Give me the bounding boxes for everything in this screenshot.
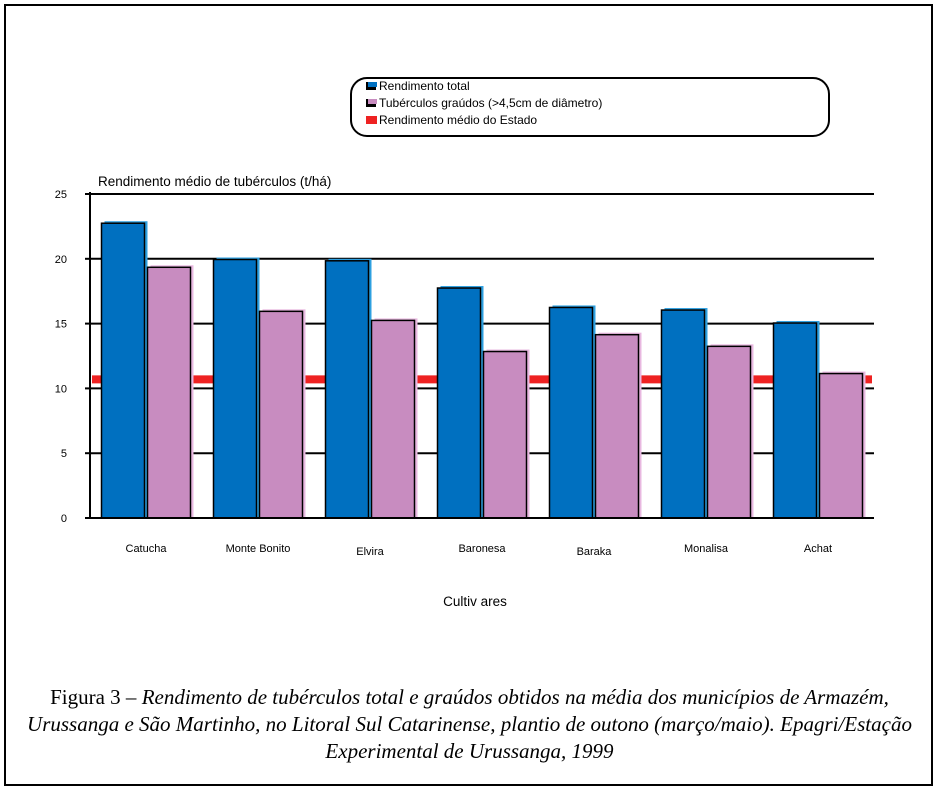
bar-chart: Rendimento total Tubérculos graúdos (>4,5… [55,77,874,609]
category-label-1: Monte Bonito [226,543,291,555]
category-label-4: Baraka [577,546,613,558]
figure-caption: Figura 3 – Rendimento de tubérculos tota… [6,684,933,765]
legend-label-0: Rendimento total [379,79,470,93]
labels: 0 5 10 15 20 25 Catucha Monte Bonito Elvira Baron… [55,174,832,609]
bar-large-4 [594,333,640,519]
y-axis-title: Rendimento médio de tubérculos (t/há) [98,174,331,189]
category-label-3: Baronesa [458,543,506,555]
category-label-0: Catucha [126,543,168,555]
caption-label: Figura 3 – [50,685,142,709]
bar-large-1 [258,310,304,519]
bar-total-3 [436,287,482,519]
y-tick-label-15: 15 [55,319,67,331]
axes [85,192,874,519]
y-tick-label-25: 25 [55,189,67,201]
category-label-2: Elvira [356,546,384,558]
legend: Rendimento total Tubérculos graúdos (>4,5… [350,77,830,137]
legend-swatch-1 [368,99,377,104]
legend-swatch-2 [366,116,377,124]
bar-total-2 [324,260,370,519]
bar-large-0 [146,266,192,519]
category-label-6: Achat [804,543,832,555]
bar-total-4 [548,306,594,519]
legend-label-2: Rendimento médio do Estado [379,113,537,127]
bar-large-3 [482,350,528,519]
legend-box [350,77,830,137]
y-tick-label-5: 5 [61,448,67,460]
category-label-5: Monalisa [684,543,729,555]
bar-large-6 [818,372,864,519]
legend-label-1: Tubérculos graúdos (>4,5cm de diâmetro) [379,96,602,110]
caption-text: Rendimento de tubérculos total e graúdos… [27,685,912,763]
bars [100,221,866,519]
y-tick-label-10: 10 [55,383,67,395]
bar-total-5 [660,309,706,519]
y-tick-label-0: 0 [61,513,67,525]
bar-large-5 [706,345,752,519]
legend-swatch-0 [368,82,377,87]
bar-total-6 [772,322,818,519]
y-tick-label-20: 20 [55,254,67,266]
bar-total-0 [100,222,146,519]
x-axis-title: Cultiv ares [443,594,507,609]
bar-total-1 [212,258,258,519]
bar-large-2 [370,319,416,519]
